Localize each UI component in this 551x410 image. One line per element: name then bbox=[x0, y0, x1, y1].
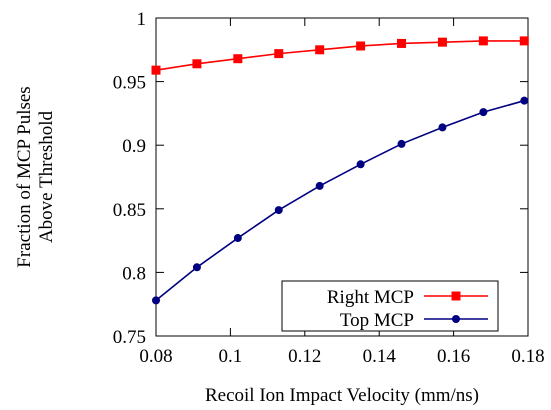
y-axis-label-line-1: Fraction of MCP Pulses bbox=[14, 86, 35, 267]
y-tick-label: 0.75 bbox=[113, 327, 146, 348]
y-axis-ticks: 0.75 0.8 0.85 0.9 0.95 1 bbox=[113, 9, 528, 348]
data-point bbox=[356, 41, 366, 51]
y-axis-label: Fraction of MCP Pulses Above Threshold bbox=[14, 86, 57, 267]
data-point bbox=[274, 49, 284, 59]
data-point bbox=[479, 108, 488, 117]
data-point bbox=[356, 160, 365, 169]
data-point bbox=[192, 59, 202, 69]
x-tick-label: 0.1 bbox=[219, 346, 243, 367]
data-point bbox=[438, 123, 447, 132]
plot-frame bbox=[155, 17, 529, 337]
legend-entry-marker bbox=[451, 291, 461, 301]
series-1 bbox=[152, 96, 529, 305]
data-point bbox=[274, 206, 283, 215]
data-point bbox=[151, 65, 161, 75]
data-point bbox=[397, 38, 407, 48]
y-tick-label: 0.8 bbox=[122, 263, 146, 284]
legend-box bbox=[281, 280, 499, 332]
x-tick-label: 0.08 bbox=[139, 346, 172, 367]
legend-entry-label: Right MCP bbox=[327, 287, 414, 308]
data-point bbox=[233, 54, 243, 64]
x-tick-label: 0.16 bbox=[437, 346, 470, 367]
x-tick-label: 0.12 bbox=[288, 346, 321, 367]
y-tick-label: 0.95 bbox=[113, 73, 146, 94]
x-axis-label: Recoil Ion Impact Velocity (mm/ns) bbox=[205, 385, 479, 406]
series-line bbox=[155, 40, 525, 71]
data-point bbox=[519, 36, 529, 46]
data-point bbox=[315, 181, 324, 190]
data-point bbox=[192, 263, 201, 272]
data-point bbox=[478, 36, 488, 46]
legend-entry-marker bbox=[452, 315, 460, 323]
y-tick-label: 1 bbox=[137, 9, 147, 30]
data-point bbox=[520, 96, 529, 105]
x-tick-label: 0.14 bbox=[363, 346, 397, 367]
x-tick-label: 0.18 bbox=[511, 346, 544, 367]
data-point bbox=[152, 296, 160, 305]
x-axis-ticks: 0.08 0.1 0.12 0.14 0.16 0.18 bbox=[139, 18, 545, 367]
plot-border bbox=[155, 17, 529, 337]
data-point bbox=[437, 37, 447, 47]
y-tick-label: 0.85 bbox=[113, 200, 146, 221]
series-layer bbox=[151, 36, 529, 305]
data-point bbox=[315, 45, 325, 55]
data-point bbox=[233, 234, 242, 243]
y-axis-label-line-2: Above Threshold bbox=[36, 110, 57, 243]
y-tick-label: 0.9 bbox=[122, 136, 146, 157]
series-0 bbox=[151, 36, 529, 75]
series-line bbox=[155, 99, 525, 302]
data-point bbox=[397, 139, 406, 148]
legend-entry-label: Top MCP bbox=[340, 310, 414, 331]
